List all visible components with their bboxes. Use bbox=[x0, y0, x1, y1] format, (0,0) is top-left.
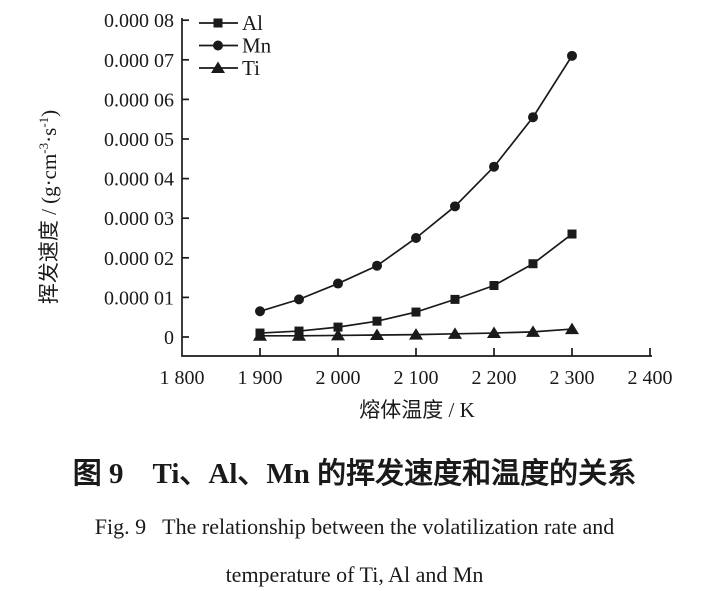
y-axis-title-text3: ) bbox=[37, 109, 61, 117]
y-axis-title: 挥发速度 / (g·cm-3·s-1) bbox=[33, 57, 63, 357]
y-axis-tick-label: 0.000 06 bbox=[104, 89, 174, 111]
y-axis-title-sup-exp1: -1 bbox=[36, 116, 51, 128]
series-marker-mn bbox=[333, 278, 343, 289]
x-axis-tick-label: 1 800 bbox=[160, 367, 205, 389]
legend-marker-mn bbox=[213, 40, 223, 51]
series-marker-mn bbox=[567, 50, 577, 61]
figure-caption-chinese: 图 9 Ti、Al、Mn 的挥发速度和温度的关系 bbox=[72, 458, 637, 490]
series-line-al bbox=[259, 233, 573, 334]
legend-label-al: Al bbox=[242, 11, 263, 35]
series-marker-al bbox=[333, 322, 343, 332]
y-axis-tick-label: 0 bbox=[164, 327, 174, 349]
x-axis-tick-label: 1 900 bbox=[238, 367, 283, 389]
series-marker-ti bbox=[331, 328, 345, 341]
series-marker-ti bbox=[370, 328, 384, 341]
x-axis-tick-label: 2 300 bbox=[550, 367, 595, 389]
series-line-mn bbox=[259, 55, 573, 313]
legend-label-ti: Ti bbox=[242, 56, 260, 80]
series-marker-ti bbox=[448, 327, 462, 339]
series-marker-mn bbox=[450, 201, 460, 212]
series-marker-al bbox=[489, 281, 499, 291]
figure-caption-english-line2: temperature of Ti, Al and Mn bbox=[225, 562, 484, 587]
series-marker-ti bbox=[292, 329, 306, 341]
y-axis-title-text2: ·s bbox=[37, 127, 61, 143]
legend-marker-ti bbox=[211, 61, 225, 73]
series-marker-ti bbox=[565, 322, 579, 335]
series-marker-mn bbox=[411, 233, 421, 243]
series-marker-al bbox=[411, 307, 421, 317]
series-marker-mn bbox=[255, 306, 265, 317]
y-axis-tick-label: 0.000 05 bbox=[104, 129, 174, 151]
y-axis-tick-label: 0.000 07 bbox=[104, 50, 174, 72]
y-axis-tick-label: 0.000 01 bbox=[104, 287, 174, 309]
series-marker-al bbox=[567, 229, 577, 239]
chart-plot: 0 0.000 01 0.000 02 0.000 03 0.000 04 0.000 0… bbox=[104, 10, 673, 389]
legend-label-mn: Mn bbox=[242, 34, 272, 58]
series-marker-ti bbox=[253, 329, 267, 341]
axes-lines bbox=[181, 18, 652, 357]
y-axis-tick-label: 0.000 04 bbox=[104, 169, 174, 191]
y-axis-tick-label: 0.000 08 bbox=[104, 10, 174, 32]
series-marker-ti bbox=[487, 326, 501, 339]
series-marker-mn bbox=[294, 294, 304, 305]
x-axis-tick-label: 2 400 bbox=[628, 367, 673, 389]
series-marker-ti bbox=[409, 328, 423, 340]
series-marker-ti bbox=[526, 325, 540, 337]
series-marker-al bbox=[450, 294, 460, 304]
x-axis-title: 熔体温度 / K bbox=[359, 398, 475, 422]
y-axis-tick-label: 0.000 02 bbox=[104, 248, 174, 270]
figure-caption-english-line1: Fig. 9 The relationship between the vola… bbox=[94, 514, 615, 539]
series-marker-al bbox=[528, 259, 538, 269]
series-marker-al bbox=[372, 316, 382, 326]
y-axis-title-text: 挥发速度 / (g·cm bbox=[37, 153, 61, 305]
series-marker-mn bbox=[528, 112, 538, 123]
y-axis-title-sup-exp3: -3 bbox=[36, 142, 51, 154]
x-axis-tick-label: 2 200 bbox=[472, 367, 517, 389]
series-marker-mn bbox=[489, 161, 499, 172]
y-axis-tick-label: 0.000 03 bbox=[104, 208, 174, 230]
x-axis-tick-label: 2 000 bbox=[316, 367, 361, 389]
series-marker-mn bbox=[372, 260, 382, 271]
x-axis-tick-label: 2 100 bbox=[394, 367, 439, 389]
legend-marker-al bbox=[213, 18, 223, 28]
